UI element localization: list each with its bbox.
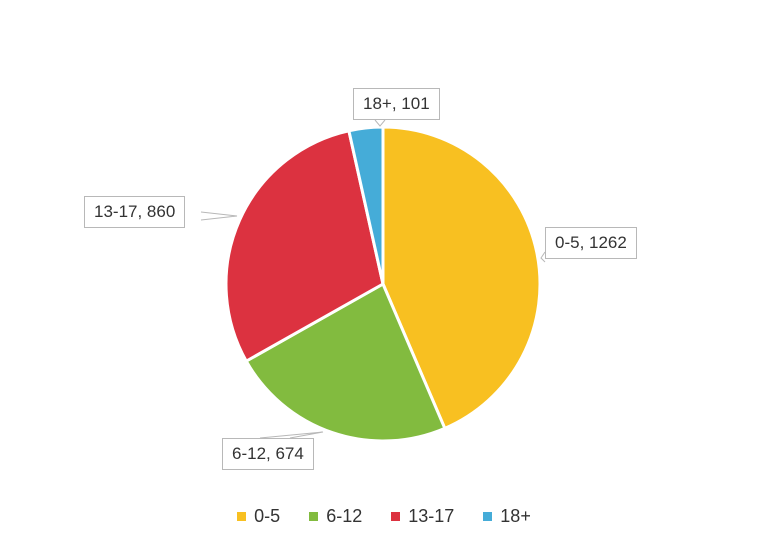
legend-label: 18+ [500,506,531,526]
data-label-6-12: 6-12, 674 [222,438,314,470]
leader-lines [200,119,546,439]
slice-6-12[interactable] [244,282,447,443]
legend-label: 13-17 [408,506,455,526]
pie-slices [224,125,542,443]
legend-swatch-icon [391,512,401,521]
slice-0-5[interactable] [381,125,542,430]
legend-swatch-icon [483,512,493,521]
legend-item-13-17[interactable]: 13-17 [391,506,454,527]
data-label-0-5: 0-5, 1262 [545,227,637,259]
legend: 0-5 6-12 13-17 18+ [0,505,768,527]
data-label-13-17: 13-17, 860 [84,196,186,228]
legend-item-0-5[interactable]: 0-5 [237,506,280,527]
legend-item-18-plus[interactable]: 18+ [483,506,531,527]
legend-swatch-icon [309,512,319,521]
legend-swatch-icon [237,512,247,521]
legend-label: 0-5 [254,506,281,526]
legend-label: 6-12 [326,506,363,526]
data-label-18-plus: 18+, 101 [353,88,440,120]
legend-item-6-12[interactable]: 6-12 [309,506,362,527]
slice-13-17[interactable] [224,129,385,363]
slice-18-plus[interactable] [347,125,385,286]
